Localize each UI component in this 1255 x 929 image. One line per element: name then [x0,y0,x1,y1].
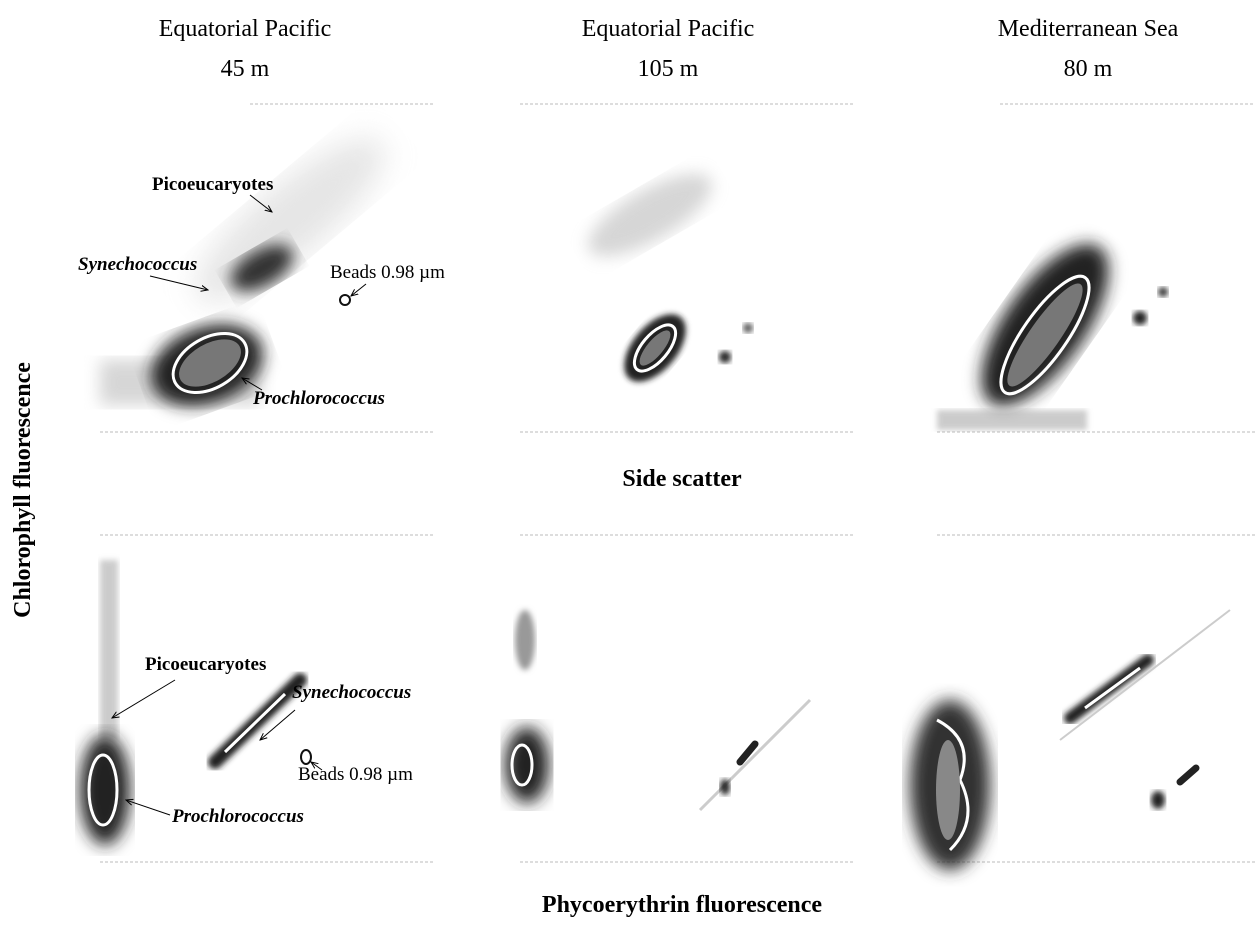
x-axis-label: Phycoerythrin fluorescence [542,892,822,918]
annotations: Picoeucaryotes Synechococcus Beads 0.98 … [112,654,413,827]
density-plot [910,609,1231,870]
label: Beads 0.98 µm [330,262,445,283]
column-title: Mediterranean Sea [998,16,1179,42]
label: Synechococcus [78,254,197,275]
x-axis-label: Side scatter [622,466,742,492]
density-plot [937,243,1168,430]
annotations: Picoeucaryotes Synechococcus Beads 0.98 … [78,174,445,409]
column-depth: 105 m [638,56,699,82]
density-plot [100,138,385,406]
label: Picoeucaryotes [152,174,273,195]
label: Prochlorococcus [252,388,385,409]
column-titles: Equatorial Pacific 45 m Equatorial Pacif… [159,16,1179,82]
density-plot [588,173,753,382]
label: Picoeucaryotes [145,654,266,675]
column-title: Equatorial Pacific [159,16,332,42]
y-axis-label: Chlorophyll fluorescence [10,362,36,618]
label: Prochlorococcus [171,806,304,827]
label: Synechococcus [292,682,411,703]
column-depth: 45 m [221,56,270,82]
column-depth: 80 m [1064,56,1113,82]
density-plot [505,610,812,812]
density-plot [80,560,312,845]
panel-frames [100,103,1255,863]
column-title: Equatorial Pacific [582,16,755,42]
label: Beads 0.98 µm [298,764,413,785]
